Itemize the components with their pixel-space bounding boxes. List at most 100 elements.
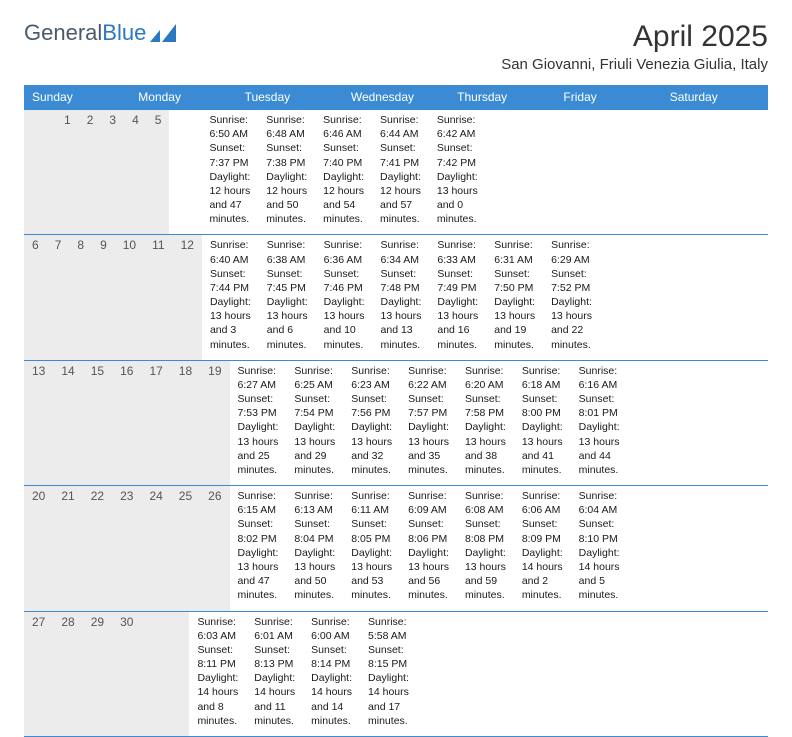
sunrise-text: Sunrise: 6:22 AM (408, 364, 449, 392)
daylight-text: Daylight: 13 hours and 53 minutes. (351, 546, 392, 603)
sunrise-text: Sunrise: 6:09 AM (408, 489, 449, 517)
day-content: Sunrise: 6:29 AMSunset: 7:52 PMDaylight:… (543, 235, 600, 359)
day-content: Sunrise: 6:25 AMSunset: 7:54 PMDaylight:… (286, 361, 343, 485)
day-number: 26 (200, 486, 229, 610)
day-number: 7 (47, 235, 70, 359)
sunset-text: Sunset: 8:06 PM (408, 517, 449, 545)
sunrise-text: Sunrise: 6:46 AM (323, 113, 364, 141)
daylight-text: Daylight: 13 hours and 38 minutes. (465, 420, 506, 477)
day-content: Sunrise: 6:11 AMSunset: 8:05 PMDaylight:… (343, 486, 400, 610)
weekday-header: Saturday (662, 85, 768, 109)
sunset-text: Sunset: 8:14 PM (311, 643, 352, 671)
daycontent-row: Sunrise: 6:03 AMSunset: 8:11 PMDaylight:… (189, 612, 464, 736)
sunrise-text: Sunrise: 6:50 AM (209, 113, 250, 141)
daynum-row: 13141516171819 (24, 361, 230, 485)
day-number: 1 (56, 110, 79, 234)
day-content: Sunrise: 6:38 AMSunset: 7:45 PMDaylight:… (259, 235, 316, 359)
week-row: 27282930Sunrise: 6:03 AMSunset: 8:11 PMD… (24, 611, 768, 737)
daylight-text: Daylight: 13 hours and 6 minutes. (267, 295, 308, 352)
day-number: 19 (200, 361, 229, 485)
sunset-text: Sunset: 7:40 PM (323, 141, 364, 169)
daylight-text: Daylight: 14 hours and 14 minutes. (311, 671, 352, 728)
sunrise-text: Sunrise: 6:13 AM (294, 489, 335, 517)
daycontent-row: Sunrise: 6:27 AMSunset: 7:53 PMDaylight:… (230, 361, 628, 485)
day-content: Sunrise: 6:22 AMSunset: 7:57 PMDaylight:… (400, 361, 457, 485)
sunrise-text: Sunrise: 6:38 AM (267, 238, 308, 266)
day-number: 14 (53, 361, 82, 485)
weekday-header: Thursday (449, 85, 555, 109)
day-number: 25 (171, 486, 200, 610)
sunset-text: Sunset: 7:46 PM (324, 267, 365, 295)
week-row: 20212223242526Sunrise: 6:15 AMSunset: 8:… (24, 485, 768, 610)
day-content (169, 110, 185, 234)
sunset-text: Sunset: 8:04 PM (294, 517, 335, 545)
sunrise-text: Sunrise: 6:15 AM (238, 489, 279, 517)
day-number: 4 (124, 110, 147, 234)
day-number: 6 (24, 235, 47, 359)
day-number: 12 (173, 235, 202, 359)
sunrise-text: Sunrise: 6:16 AM (579, 364, 620, 392)
day-content: Sunrise: 6:48 AMSunset: 7:38 PMDaylight:… (258, 110, 315, 234)
day-number: 24 (141, 486, 170, 610)
day-content (417, 612, 433, 736)
daylight-text: Daylight: 13 hours and 22 minutes. (551, 295, 592, 352)
day-content: Sunrise: 6:06 AMSunset: 8:09 PMDaylight:… (514, 486, 571, 610)
sunset-text: Sunset: 7:44 PM (210, 267, 251, 295)
sunrise-text: Sunrise: 6:06 AM (522, 489, 563, 517)
day-content: Sunrise: 6:04 AMSunset: 8:10 PMDaylight:… (571, 486, 628, 610)
day-content: Sunrise: 6:46 AMSunset: 7:40 PMDaylight:… (315, 110, 372, 234)
sunrise-text: Sunrise: 6:27 AM (238, 364, 279, 392)
sunset-text: Sunset: 7:50 PM (494, 267, 535, 295)
day-content: Sunrise: 6:23 AMSunset: 7:56 PMDaylight:… (343, 361, 400, 485)
sunrise-text: Sunrise: 6:36 AM (324, 238, 365, 266)
sunset-text: Sunset: 8:08 PM (465, 517, 506, 545)
daylight-text: Daylight: 13 hours and 41 minutes. (522, 420, 563, 477)
sunset-text: Sunset: 8:15 PM (368, 643, 409, 671)
day-content: Sunrise: 6:27 AMSunset: 7:53 PMDaylight:… (230, 361, 287, 485)
sunrise-text: Sunrise: 6:33 AM (437, 238, 478, 266)
sails-icon (150, 24, 176, 42)
daylight-text: Daylight: 13 hours and 47 minutes. (238, 546, 279, 603)
day-content: Sunrise: 6:42 AMSunset: 7:42 PMDaylight:… (429, 110, 486, 234)
week-row: 6789101112Sunrise: 6:40 AMSunset: 7:44 P… (24, 234, 768, 359)
sunset-text: Sunset: 7:41 PM (380, 141, 421, 169)
day-number: 16 (112, 361, 141, 485)
weekday-header: Wednesday (343, 85, 449, 109)
sunset-text: Sunset: 7:48 PM (381, 267, 422, 295)
day-content (449, 612, 465, 736)
weekday-header: Tuesday (237, 85, 343, 109)
weekday-header: Friday (555, 85, 661, 109)
day-content: Sunrise: 6:20 AMSunset: 7:58 PMDaylight:… (457, 361, 514, 485)
day-number: 11 (144, 235, 172, 359)
sunrise-text: Sunrise: 6:42 AM (437, 113, 478, 141)
logo-gray-text: General (24, 20, 102, 45)
day-content: Sunrise: 6:03 AMSunset: 8:11 PMDaylight:… (189, 612, 246, 736)
daylight-text: Daylight: 12 hours and 57 minutes. (380, 170, 421, 227)
sunrise-text: Sunrise: 6:29 AM (551, 238, 592, 266)
day-content: Sunrise: 6:33 AMSunset: 7:49 PMDaylight:… (429, 235, 486, 359)
day-number: 2 (79, 110, 102, 234)
day-number: 10 (115, 235, 144, 359)
sunset-text: Sunset: 7:57 PM (408, 392, 449, 420)
sunrise-text: Sunrise: 6:08 AM (465, 489, 506, 517)
daynum-row: 27282930 (24, 612, 189, 736)
daylight-text: Daylight: 13 hours and 44 minutes. (579, 420, 620, 477)
day-number: 23 (112, 486, 141, 610)
day-number: 20 (24, 486, 53, 610)
day-content: Sunrise: 6:09 AMSunset: 8:06 PMDaylight:… (400, 486, 457, 610)
daylight-text: Daylight: 13 hours and 32 minutes. (351, 420, 392, 477)
day-content: Sunrise: 6:50 AMSunset: 7:37 PMDaylight:… (201, 110, 258, 234)
logo-text: GeneralBlue (24, 20, 146, 46)
sunrise-text: Sunrise: 6:31 AM (494, 238, 535, 266)
sunset-text: Sunset: 7:45 PM (267, 267, 308, 295)
day-number: 3 (101, 110, 124, 234)
sunrise-text: Sunrise: 6:34 AM (381, 238, 422, 266)
day-content: Sunrise: 6:18 AMSunset: 8:00 PMDaylight:… (514, 361, 571, 485)
day-number: 27 (24, 612, 53, 736)
day-number: 22 (83, 486, 112, 610)
daylight-text: Daylight: 13 hours and 35 minutes. (408, 420, 449, 477)
sunset-text: Sunset: 7:56 PM (351, 392, 392, 420)
sunrise-text: Sunrise: 6:18 AM (522, 364, 563, 392)
daylight-text: Daylight: 13 hours and 29 minutes. (294, 420, 335, 477)
daylight-text: Daylight: 12 hours and 50 minutes. (266, 170, 307, 227)
